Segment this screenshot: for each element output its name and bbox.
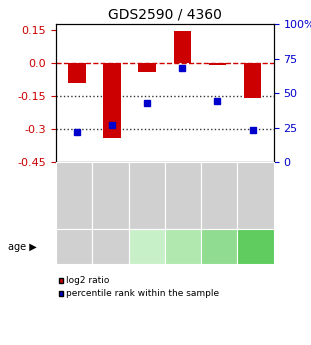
Bar (174, 31, 191, 63)
Text: OD
0.08: OD 0.08 (59, 231, 90, 262)
Text: GSM99192: GSM99192 (251, 175, 260, 216)
Text: GSM99188: GSM99188 (106, 175, 115, 216)
Text: age ▶: age ▶ (8, 242, 36, 252)
Bar (138, 63, 156, 72)
Text: OD
0.15: OD 0.15 (95, 231, 126, 262)
Text: OD 1.02: OD 1.02 (197, 242, 242, 252)
Text: OD
0.73: OD 0.73 (168, 231, 198, 262)
Text: OD
1.27: OD 1.27 (240, 231, 271, 262)
Text: GSM99191: GSM99191 (215, 175, 224, 216)
Text: OD 0.34: OD 0.34 (124, 242, 169, 252)
Text: GSM99189: GSM99189 (142, 175, 151, 216)
Text: GSM99190: GSM99190 (179, 175, 188, 217)
Text: GSM99187: GSM99187 (70, 175, 79, 216)
Text: percentile rank within the sample: percentile rank within the sample (66, 289, 219, 298)
Title: GDS2590 / 4360: GDS2590 / 4360 (108, 8, 222, 22)
Bar (103, 63, 121, 138)
Text: log2 ratio: log2 ratio (66, 276, 109, 285)
Bar (244, 63, 261, 98)
Bar (68, 63, 86, 83)
Bar (209, 63, 226, 65)
